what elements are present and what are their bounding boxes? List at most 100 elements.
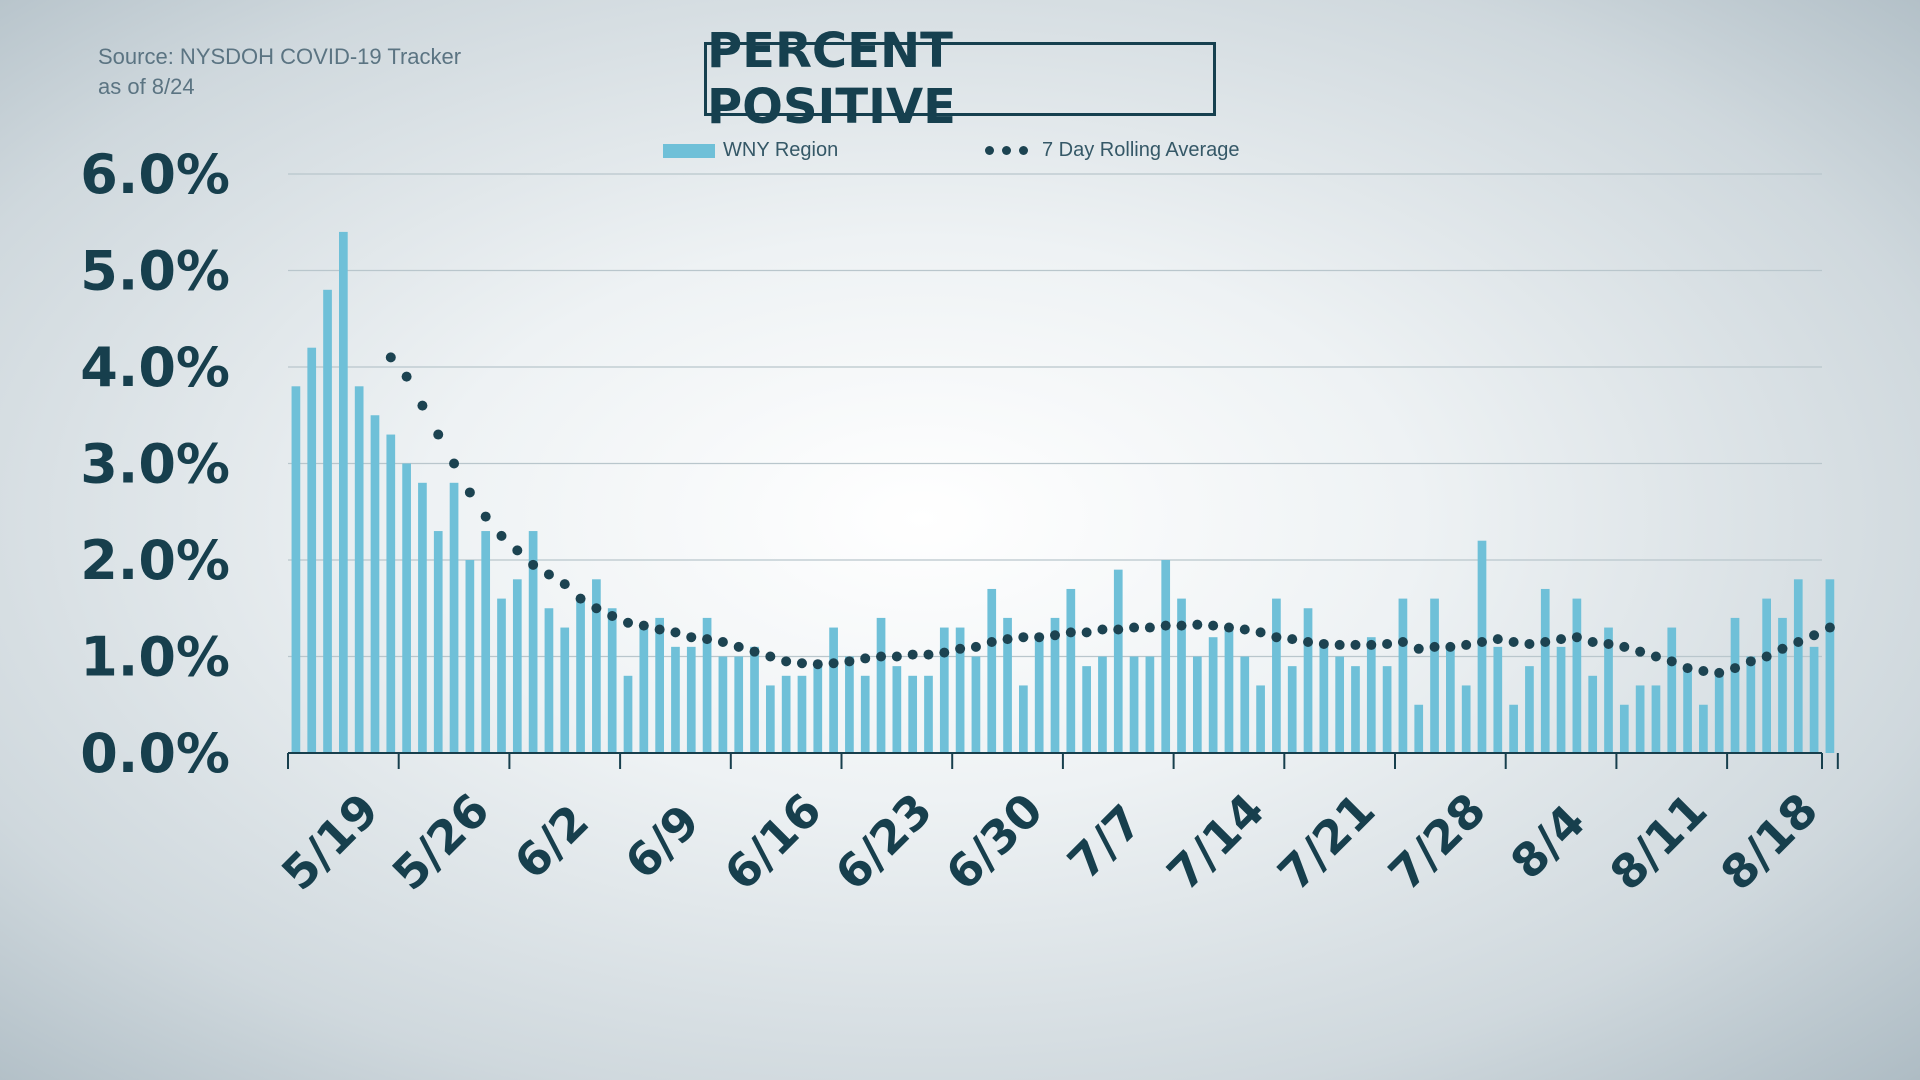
rolling-average-point — [1793, 637, 1804, 648]
bar — [1208, 637, 1218, 753]
rolling-average-point — [1002, 634, 1013, 645]
bar — [1430, 598, 1439, 753]
x-tick-label: 5/26 — [382, 783, 500, 901]
bar — [1809, 646, 1819, 753]
y-tick-label: 2.0% — [80, 529, 230, 592]
rolling-average-point — [480, 511, 491, 522]
rolling-average-point — [1603, 638, 1614, 649]
rolling-average-point — [1777, 643, 1788, 654]
rolling-average-point — [1745, 656, 1756, 667]
y-tick-label: 6.0% — [80, 143, 230, 206]
y-tick-label: 4.0% — [80, 336, 230, 399]
y-tick-label: 1.0% — [80, 626, 230, 689]
rolling-average-point — [449, 458, 460, 469]
rolling-average-point — [464, 487, 475, 498]
rolling-average-point — [1271, 632, 1282, 643]
bar — [892, 666, 902, 753]
bar — [1303, 608, 1313, 753]
chart-title: PERCENT POSITIVE — [707, 23, 956, 135]
rolling-average-point — [1730, 663, 1741, 674]
rolling-average-point — [623, 617, 634, 628]
bar — [955, 627, 965, 753]
bar — [497, 598, 506, 753]
bar — [1177, 598, 1186, 753]
rolling-average-point — [496, 530, 507, 541]
x-tick-label: 6/16 — [714, 783, 832, 901]
bar — [750, 646, 759, 753]
rolling-average-point — [1397, 637, 1408, 648]
bar — [924, 675, 933, 753]
x-tick-label: 7/7 — [1057, 794, 1152, 889]
rolling-average-point — [781, 656, 792, 667]
rolling-average-point — [1097, 624, 1108, 635]
bar — [465, 560, 475, 753]
source-note: Source: NYSDOH COVID-19 Tracker as of 8/… — [98, 42, 461, 102]
rolling-average-point — [1824, 622, 1835, 633]
bar — [339, 231, 348, 753]
bar — [876, 617, 886, 753]
x-tick-label: 7/14 — [1157, 783, 1275, 901]
rolling-average-point — [765, 651, 776, 662]
legend-bar-label: WNY Region — [723, 139, 839, 161]
bar — [971, 656, 981, 753]
rolling-average-point — [1334, 639, 1345, 650]
rolling-average-point — [1682, 663, 1693, 674]
x-tick-label: 8/4 — [1500, 794, 1595, 889]
rolling-average-point — [717, 637, 728, 648]
rolling-average-point — [844, 656, 855, 667]
bar — [1699, 704, 1708, 753]
rolling-average-point — [1587, 637, 1598, 648]
rolling-average-point — [1714, 667, 1725, 678]
bar — [987, 588, 997, 753]
bar — [655, 617, 664, 753]
bar — [1224, 627, 1234, 753]
bar — [1319, 646, 1329, 753]
rolling-average-point — [1050, 630, 1060, 641]
rolling-average-point — [1540, 637, 1551, 648]
bar — [1540, 588, 1550, 753]
bar — [1509, 704, 1518, 753]
bar — [1635, 685, 1645, 753]
legend-bar-swatch — [663, 143, 715, 158]
rolling-average-point — [1619, 641, 1630, 652]
rolling-average-point — [1081, 627, 1092, 638]
rolling-average-point — [543, 569, 554, 580]
bar — [512, 579, 522, 753]
bar — [386, 434, 396, 753]
bar — [402, 463, 411, 753]
bar — [860, 675, 870, 753]
bar — [607, 608, 617, 753]
bar — [1003, 617, 1012, 753]
rolling-average-point — [1461, 639, 1472, 650]
rolling-average-point — [1065, 627, 1076, 638]
bar — [686, 646, 696, 753]
bar — [1192, 656, 1202, 753]
rolling-average-point — [970, 641, 981, 652]
bar — [1683, 666, 1692, 753]
rolling-average-point — [733, 641, 744, 652]
bar — [1714, 675, 1724, 753]
y-tick-label: 5.0% — [80, 240, 230, 303]
bar — [1019, 685, 1028, 753]
bar — [1762, 598, 1771, 753]
rolling-average-point — [1303, 637, 1314, 648]
rolling-average-point — [1761, 651, 1772, 662]
rolling-average-point — [1445, 641, 1456, 652]
x-tick-label: 6/30 — [935, 783, 1053, 901]
bar — [718, 656, 728, 753]
bar — [1414, 704, 1424, 753]
rolling-average-point — [1556, 634, 1567, 645]
x-tick-label: 6/23 — [825, 783, 943, 901]
rolling-average-point — [1413, 643, 1424, 654]
rolling-average-point — [1492, 634, 1503, 645]
bar — [1161, 560, 1171, 753]
bar — [671, 646, 680, 753]
bar — [1145, 656, 1155, 753]
bar — [829, 627, 838, 753]
bar — [765, 685, 775, 753]
rolling-average-point — [1650, 651, 1661, 662]
rolling-average-point — [923, 649, 934, 660]
x-tick-label: 6/9 — [614, 794, 709, 889]
bar — [1556, 646, 1566, 753]
